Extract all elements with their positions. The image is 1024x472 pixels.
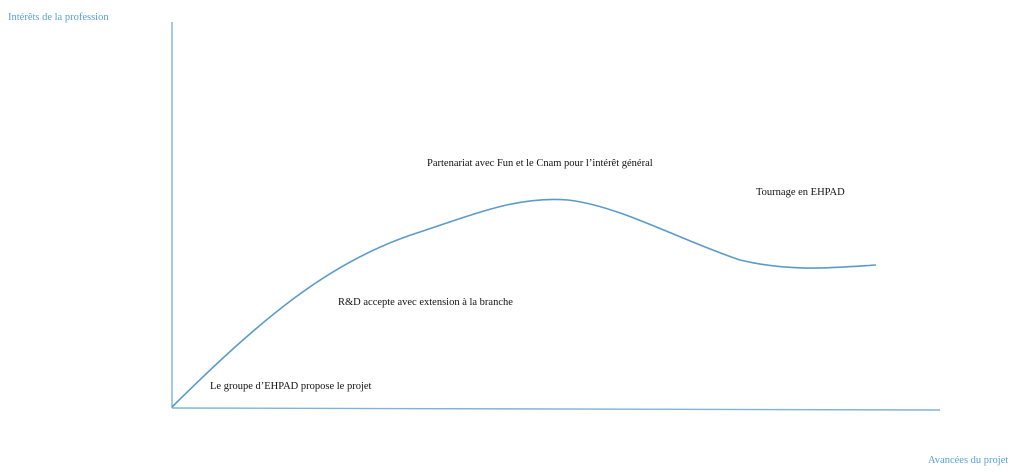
- x-axis: [171, 407, 941, 411]
- y-axis-label: Intérêts de la profession: [8, 12, 109, 23]
- annotation-filming: Tournage en EHPAD: [756, 187, 845, 198]
- annotation-proposal: Le groupe d’EHPAD propose le projet: [210, 381, 372, 392]
- annotation-partnership: Partenariat avec Fun et le Cnam pour l’i…: [427, 158, 653, 169]
- annotation-rd-accept: R&D accepte avec extension à la branche: [338, 297, 513, 308]
- interest-curve: [171, 198, 877, 408]
- x-axis-label: Avancées du projet: [928, 455, 1009, 466]
